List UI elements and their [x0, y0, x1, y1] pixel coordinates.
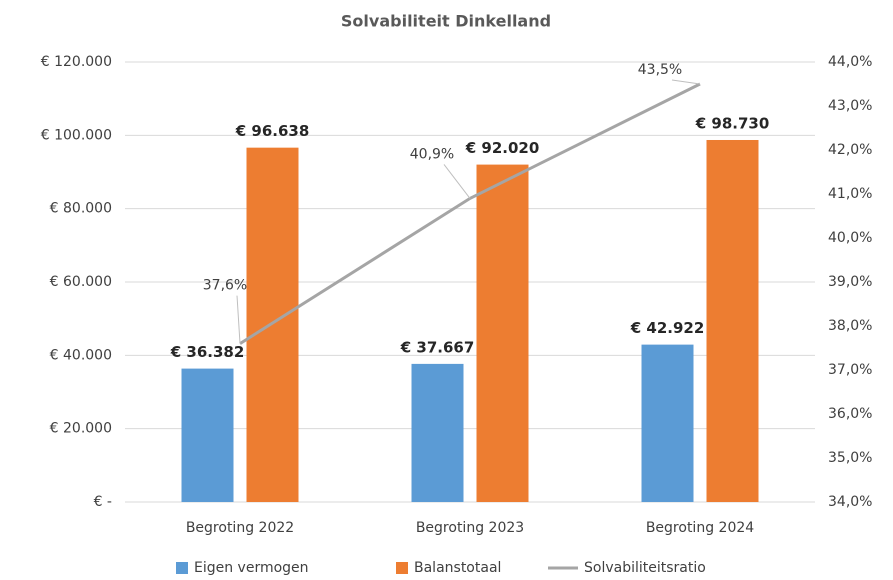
y-tick-label: € 20.000: [50, 421, 112, 437]
y-tick-label: € 120.000: [41, 54, 112, 70]
y-tick-label: € 80.000: [50, 201, 112, 217]
y2-tick-label: 39,0%: [828, 274, 872, 290]
y-tick-label: € -: [94, 494, 112, 510]
line-value-label: 40,9%: [410, 146, 454, 162]
y2-tick-label: 38,0%: [828, 318, 872, 334]
bar: [476, 164, 529, 503]
x-tick-label: Begroting 2022: [186, 520, 294, 536]
bar: [706, 139, 759, 503]
legend-label: Solvabiliteitsratio: [584, 560, 706, 576]
y2-tick-label: 35,0%: [828, 450, 872, 466]
bar: [641, 344, 694, 502]
y2-tick-label: 41,0%: [828, 186, 872, 202]
bar-value-label: € 37.667: [400, 338, 475, 356]
chart-title: Solvabiliteit Dinkelland: [341, 12, 551, 31]
y2-tick-label: 36,0%: [828, 406, 872, 422]
legend-label: Eigen vermogen: [194, 560, 309, 576]
bar-value-label: € 36.382: [170, 343, 245, 361]
leader-line: [671, 79, 701, 85]
legend-swatch: [396, 562, 408, 574]
x-tick-label: Begroting 2024: [646, 520, 754, 536]
y2-tick-label: 44,0%: [828, 54, 872, 70]
bar-value-label: € 98.730: [695, 114, 770, 132]
y2-tick-label: 34,0%: [828, 494, 872, 510]
legend-swatch: [176, 562, 188, 574]
bar-value-label: € 96.638: [235, 122, 310, 140]
bar: [181, 368, 234, 502]
y2-tick-label: 42,0%: [828, 142, 872, 158]
y-tick-label: € 40.000: [50, 347, 112, 363]
y-tick-label: € 100.000: [41, 127, 112, 143]
leader-line: [236, 295, 241, 344]
y2-tick-label: 43,0%: [828, 98, 872, 114]
y2-tick-label: 40,0%: [828, 230, 872, 246]
legend-label: Balanstotaal: [414, 560, 501, 576]
line-value-label: 37,6%: [203, 278, 247, 294]
bar-value-label: € 42.922: [630, 319, 705, 337]
x-tick-label: Begroting 2023: [416, 520, 524, 536]
y-tick-label: € 60.000: [50, 274, 112, 290]
bar-value-label: € 92.020: [465, 139, 540, 157]
bar: [411, 363, 464, 502]
y2-tick-label: 37,0%: [828, 362, 872, 378]
line-value-label: 43,5%: [638, 62, 682, 78]
leader-line: [443, 164, 471, 199]
